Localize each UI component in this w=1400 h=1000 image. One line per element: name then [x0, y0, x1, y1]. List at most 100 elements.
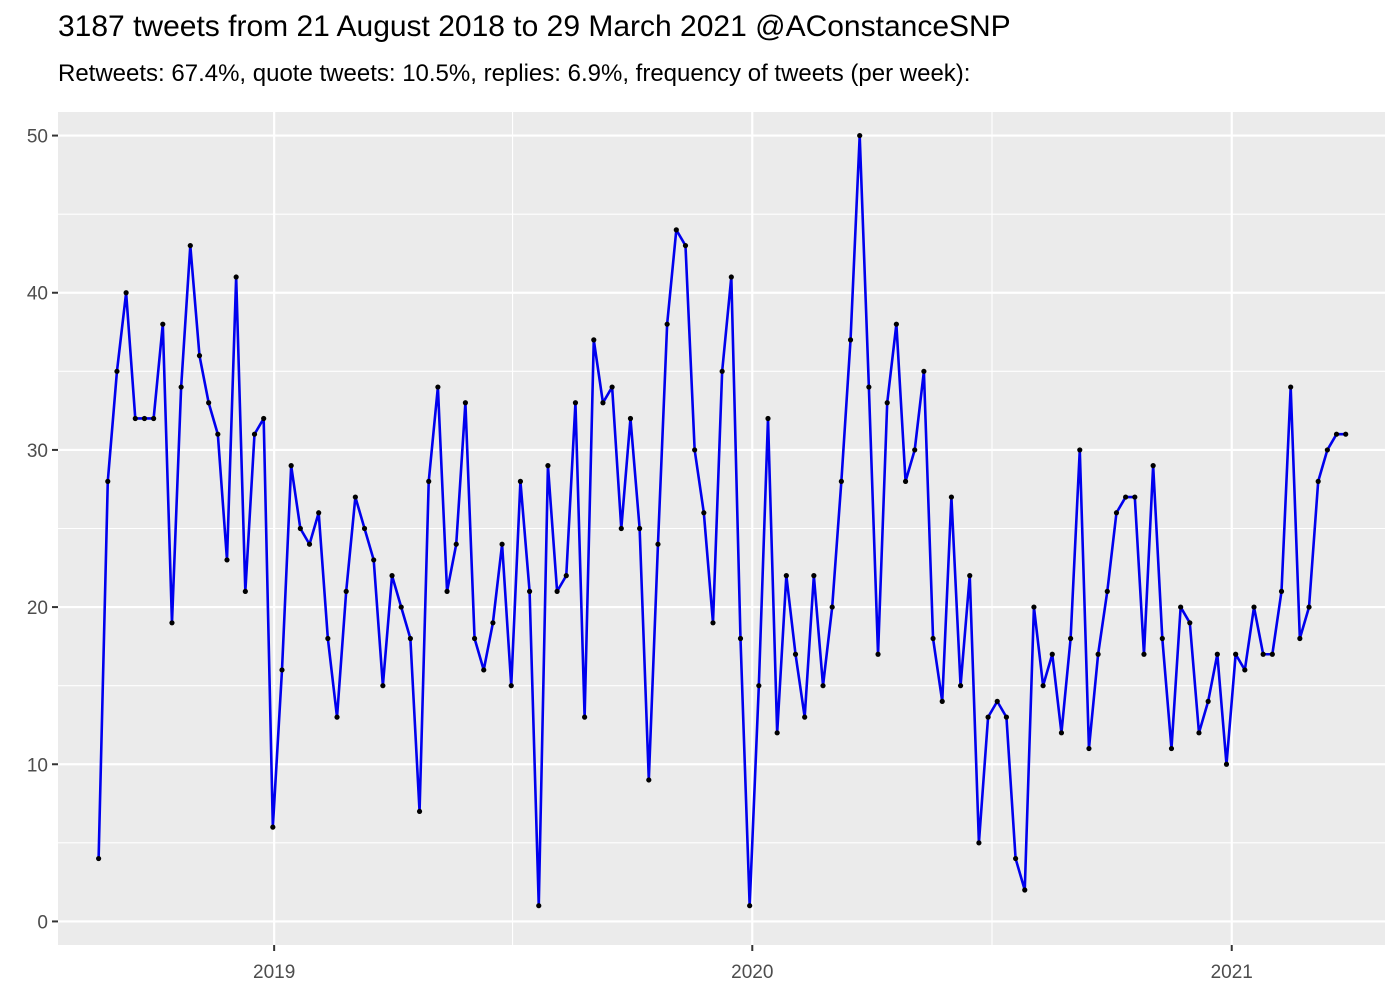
x-tick-label: 2021	[1211, 962, 1253, 983]
data-point	[692, 447, 698, 453]
data-point	[444, 588, 450, 594]
data-point	[1214, 651, 1220, 657]
data-point	[1049, 651, 1055, 657]
data-point	[847, 337, 854, 343]
data-point	[123, 290, 129, 296]
data-point	[609, 384, 615, 390]
data-point	[1022, 887, 1028, 893]
data-point	[1058, 730, 1065, 736]
data-point	[728, 274, 734, 280]
data-point	[591, 337, 597, 343]
data-point	[985, 714, 991, 720]
chart-title: 3187 tweets from 21 August 2018 to 29 Ma…	[58, 10, 1011, 43]
data-point	[1068, 635, 1074, 642]
data-point	[206, 400, 212, 406]
data-point	[490, 620, 496, 626]
data-point	[169, 620, 175, 626]
data-point	[802, 714, 808, 720]
data-point	[499, 541, 505, 547]
data-point	[288, 463, 294, 469]
data-point	[1343, 431, 1349, 437]
data-point	[1178, 604, 1184, 610]
y-tick-label: 50	[27, 127, 48, 148]
data-point	[820, 683, 826, 689]
data-point	[160, 321, 166, 327]
data-point	[1168, 745, 1175, 752]
data-point	[196, 353, 203, 359]
data-point	[1150, 463, 1156, 469]
y-tick-label: 30	[27, 441, 48, 462]
data-point	[1324, 447, 1330, 453]
data-point	[884, 400, 890, 406]
data-point	[279, 667, 285, 673]
major-grid	[58, 112, 1385, 945]
data-point	[306, 541, 313, 547]
data-point	[756, 683, 762, 689]
data-point	[536, 903, 542, 909]
data-point	[838, 478, 844, 484]
data-point	[948, 494, 955, 500]
data-point	[563, 573, 569, 579]
data-point	[407, 635, 413, 642]
data-point	[187, 242, 193, 249]
data-point	[233, 274, 239, 280]
data-point	[747, 903, 753, 909]
data-point	[416, 808, 423, 815]
x-tick-label: 2019	[253, 962, 295, 983]
data-point	[426, 478, 432, 484]
x-tick-label: 2020	[731, 962, 773, 983]
data-point	[921, 368, 927, 374]
data-point	[462, 400, 468, 406]
data-point	[1077, 447, 1083, 453]
data-point	[811, 573, 817, 579]
data-point	[893, 321, 899, 327]
chart-subtitle: Retweets: 67.4%, quote tweets: 10.5%, re…	[58, 60, 971, 87]
data-point	[1333, 431, 1340, 437]
data-point	[242, 588, 248, 594]
data-point	[96, 855, 102, 862]
data-point	[1288, 384, 1294, 390]
y-tick-label: 0	[37, 912, 48, 933]
data-point	[1233, 651, 1239, 657]
data-point	[435, 384, 441, 390]
data-point	[1031, 604, 1037, 610]
data-point	[627, 415, 634, 422]
data-point	[1095, 651, 1101, 657]
data-point	[866, 384, 872, 390]
data-point	[508, 683, 514, 689]
y-tick-label: 10	[27, 755, 48, 776]
data-point	[774, 730, 780, 736]
data-point	[976, 840, 982, 846]
data-point	[1104, 588, 1110, 594]
data-point	[361, 525, 368, 532]
data-point	[251, 431, 258, 437]
data-point	[1251, 604, 1257, 610]
data-point	[517, 478, 524, 484]
data-point	[114, 368, 120, 374]
data-point	[875, 651, 881, 657]
data-point	[270, 824, 276, 830]
data-point	[600, 400, 606, 406]
data-point	[554, 588, 560, 594]
data-point	[1113, 510, 1120, 516]
data-point	[1269, 651, 1275, 657]
data-point	[151, 415, 157, 422]
data-point	[912, 447, 918, 453]
points-layer	[96, 132, 1349, 909]
data-point	[719, 368, 725, 374]
data-point	[701, 510, 707, 516]
data-point	[132, 415, 138, 422]
data-point	[215, 431, 221, 437]
data-point	[572, 400, 579, 406]
data-point	[178, 384, 184, 390]
data-point	[783, 573, 789, 579]
data-point	[1159, 635, 1165, 642]
data-point	[664, 321, 670, 327]
data-point	[1040, 683, 1046, 689]
data-point	[994, 698, 1000, 704]
data-point	[453, 541, 459, 547]
data-point	[1123, 494, 1129, 500]
data-point	[224, 557, 230, 563]
y-tick-label: 20	[27, 598, 48, 619]
data-point	[352, 494, 358, 500]
